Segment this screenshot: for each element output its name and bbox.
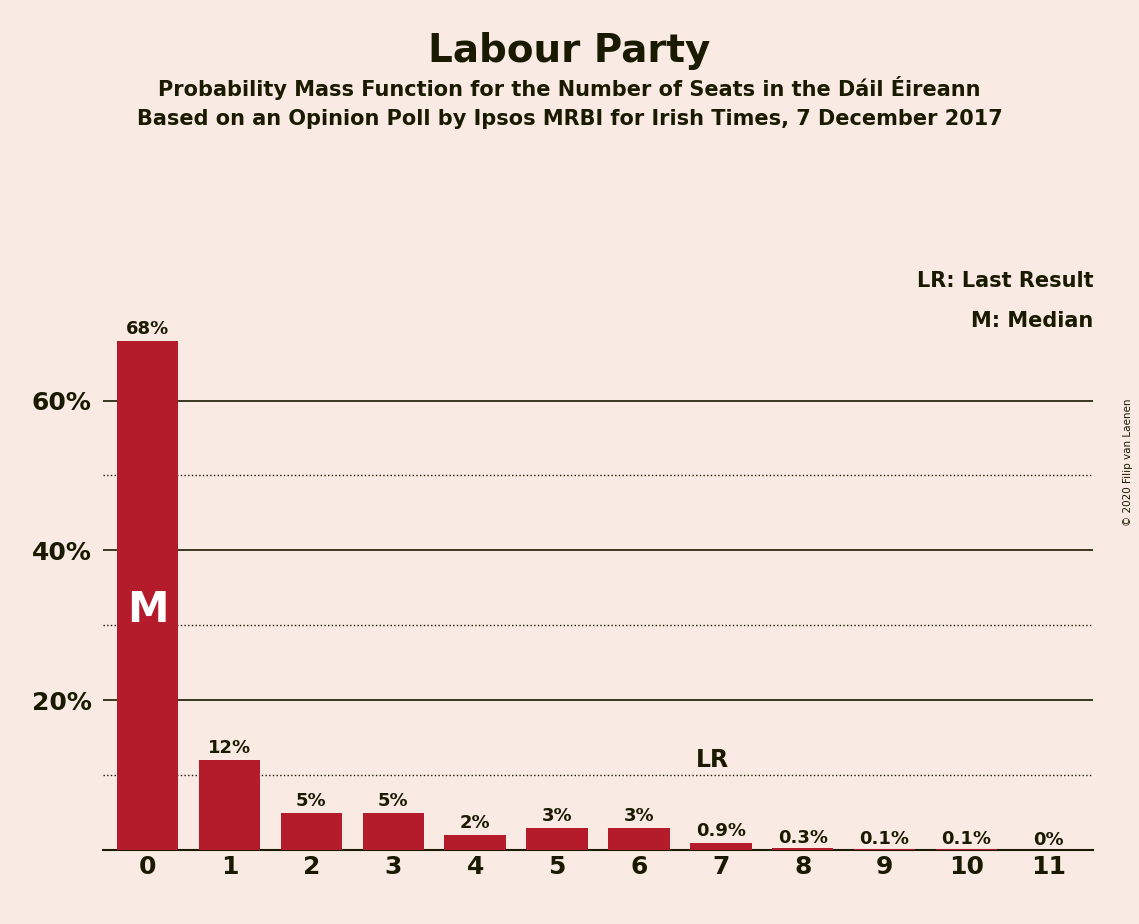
Text: LR: LR — [696, 748, 729, 772]
Bar — [690, 844, 752, 850]
Text: 0.1%: 0.1% — [860, 830, 910, 848]
Text: Labour Party: Labour Party — [428, 32, 711, 70]
Text: 5%: 5% — [296, 792, 327, 809]
Text: © 2020 Filip van Laenen: © 2020 Filip van Laenen — [1123, 398, 1133, 526]
Bar — [772, 848, 834, 850]
Bar — [608, 828, 670, 850]
Text: 0%: 0% — [1033, 831, 1064, 849]
Bar — [198, 760, 260, 850]
Text: 5%: 5% — [378, 792, 409, 809]
Text: LR: Last Result: LR: Last Result — [917, 271, 1093, 291]
Bar — [362, 812, 424, 850]
Text: M: M — [126, 590, 169, 631]
Bar — [444, 835, 506, 850]
Text: 0.3%: 0.3% — [778, 829, 828, 846]
Bar — [280, 812, 342, 850]
Text: 12%: 12% — [208, 739, 251, 757]
Text: 0.9%: 0.9% — [696, 822, 746, 840]
Bar — [117, 341, 179, 850]
Text: Probability Mass Function for the Number of Seats in the Dáil Éireann: Probability Mass Function for the Number… — [158, 76, 981, 100]
Text: 68%: 68% — [126, 320, 170, 337]
Text: 0.1%: 0.1% — [942, 830, 992, 848]
Text: 3%: 3% — [624, 807, 654, 824]
Text: 3%: 3% — [542, 807, 572, 824]
Bar — [526, 828, 588, 850]
Text: Based on an Opinion Poll by Ipsos MRBI for Irish Times, 7 December 2017: Based on an Opinion Poll by Ipsos MRBI f… — [137, 109, 1002, 129]
Text: 2%: 2% — [460, 814, 491, 833]
Text: M: Median: M: Median — [972, 310, 1093, 331]
